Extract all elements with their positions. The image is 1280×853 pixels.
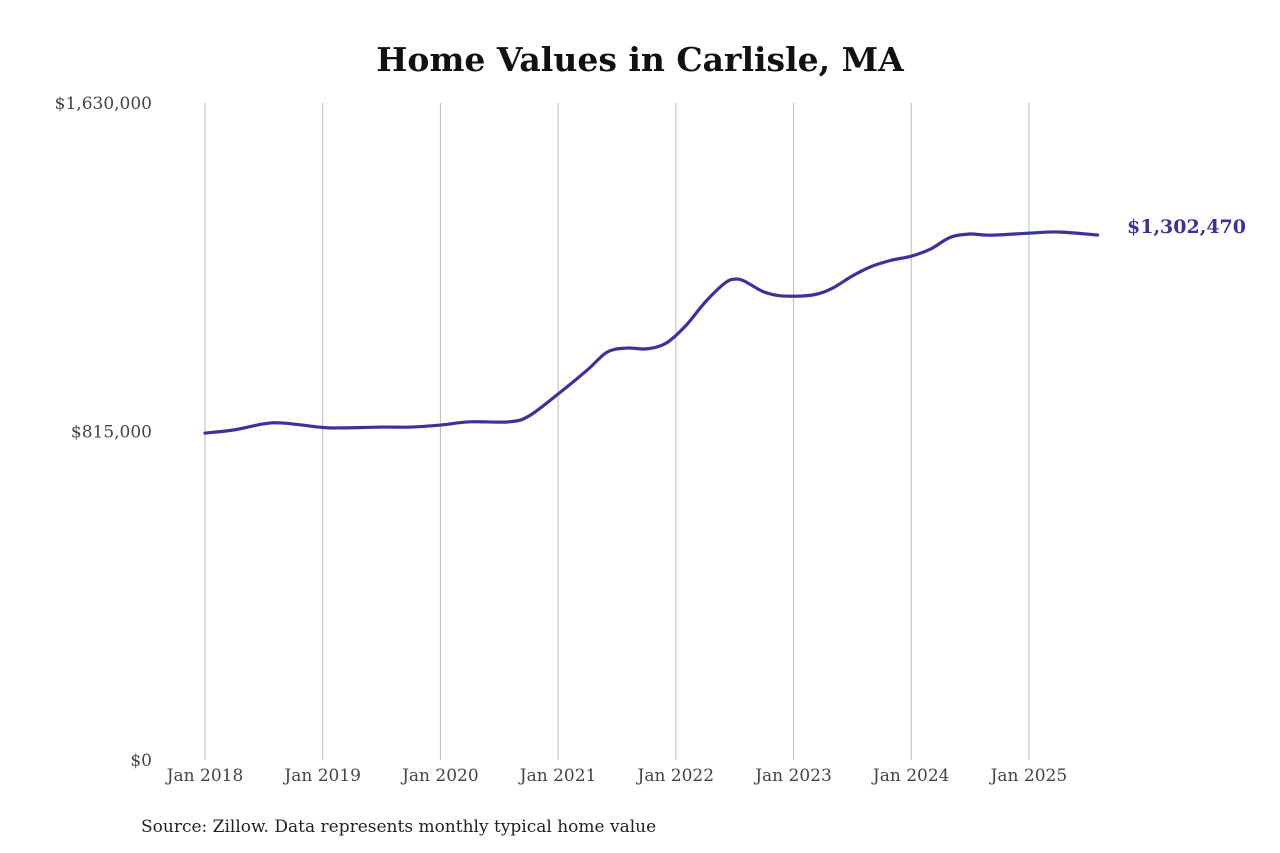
end-value-label: $1,302,470 <box>1127 216 1246 238</box>
x-tick-label: Jan 2020 <box>400 766 479 786</box>
x-tick-label: Jan 2025 <box>989 766 1068 786</box>
x-tick-label: Jan 2018 <box>165 766 244 786</box>
chart-title: Home Values in Carlisle, MA <box>376 40 904 79</box>
x-tick-label: Jan 2022 <box>636 766 715 786</box>
x-tick-label: Jan 2021 <box>518 766 597 786</box>
x-tick-label: Jan 2023 <box>753 766 832 786</box>
y-tick-label: $0 <box>130 751 152 771</box>
series-line <box>203 230 1100 435</box>
x-tick-label: Jan 2019 <box>282 766 361 786</box>
y-tick-label: $815,000 <box>71 423 152 443</box>
source-note: Source: Zillow. Data represents monthly … <box>141 817 657 837</box>
x-tick-label: Jan 2024 <box>871 766 950 786</box>
y-tick-label: $1,630,000 <box>55 94 152 114</box>
